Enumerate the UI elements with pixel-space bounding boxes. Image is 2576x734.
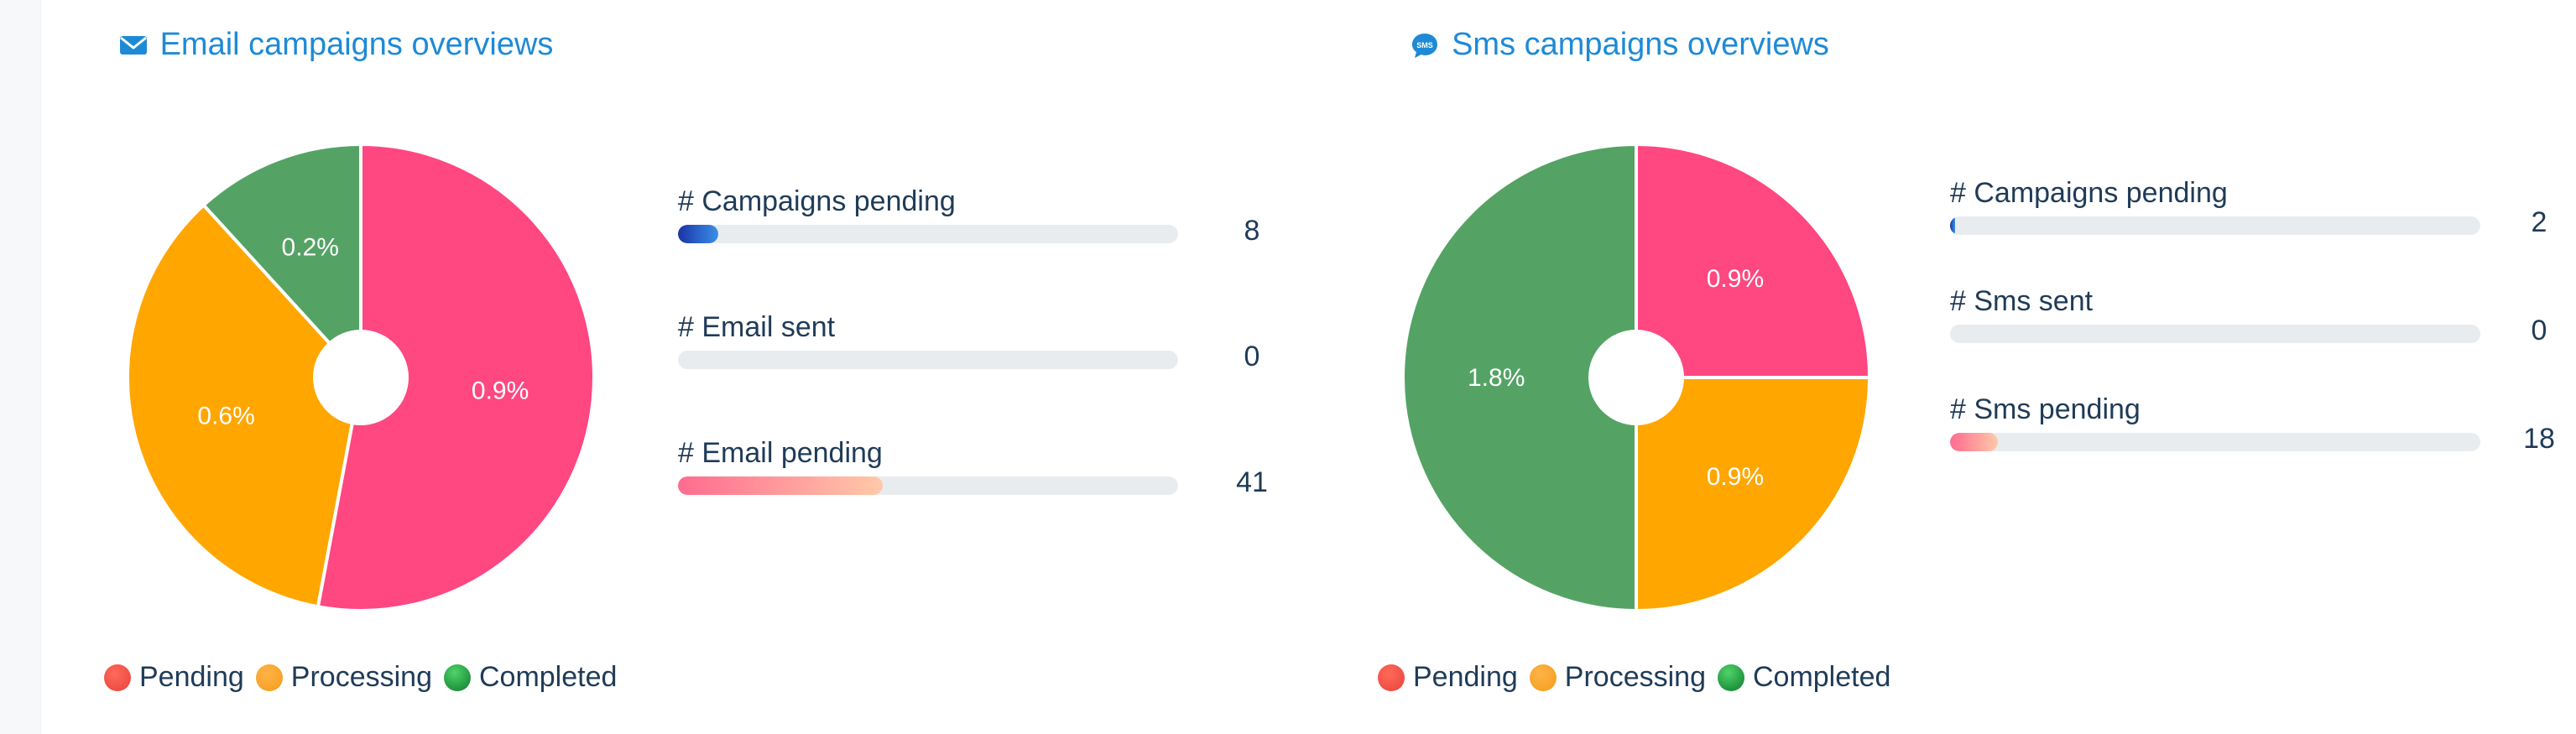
slice-label-processing: 0.6%: [197, 403, 254, 430]
pending-dot-icon: [1378, 664, 1405, 691]
legend-label: Pending: [139, 661, 244, 693]
stat-row: # Email pending 41: [678, 436, 1282, 562]
pie-slice-processing[interactable]: [1635, 376, 1871, 612]
pie-slice-pending[interactable]: [1635, 143, 1871, 379]
pie-slice-pending[interactable]: [315, 143, 596, 612]
stat-label: # Email sent: [678, 311, 836, 343]
sms-bubble-icon: SMS: [1412, 33, 1438, 58]
pending-dot-icon: [104, 664, 131, 691]
stat-value: 41: [1236, 466, 1268, 498]
pie-slice-completed[interactable]: [201, 143, 362, 383]
stat-label: # Sms pending: [1950, 393, 2141, 425]
pie-slice-processing[interactable]: [126, 202, 363, 609]
completed-dot-icon: [1717, 664, 1744, 691]
stat-label: # Campaigns pending: [678, 185, 956, 217]
donut-hole: [313, 330, 409, 425]
email-legend: Pending Processing Completed: [104, 661, 628, 694]
legend-label: Pending: [1413, 661, 1518, 693]
sms-panel-title: SMS Sms campaigns overviews: [1007, 27, 2232, 63]
sms-title-text: Sms campaigns overviews: [1452, 27, 1829, 62]
stat-value: 18: [2523, 423, 2555, 455]
progress-track: [678, 476, 1178, 495]
stat-row: # Campaigns pending 8: [678, 185, 1282, 310]
completed-dot-icon: [443, 664, 471, 691]
envelope-icon: [119, 35, 147, 55]
progress-fill: [678, 225, 718, 243]
legend-label: Processing: [290, 661, 432, 693]
stat-value: 0: [2531, 315, 2547, 346]
stat-row: # Email sent 0: [678, 310, 1282, 436]
legend-label: Completed: [478, 661, 618, 693]
stat-value: 2: [2531, 206, 2547, 238]
stat-label: # Email pending: [678, 437, 883, 469]
left-rail: [0, 0, 41, 734]
stat-value: 8: [1244, 215, 1260, 247]
legend-label: Processing: [1564, 661, 1706, 693]
progress-track: [1950, 433, 2480, 451]
slice-label-completed: 0.2%: [282, 233, 339, 261]
processing-dot-icon: [255, 664, 283, 691]
stat-row: # Sms sent 0: [1950, 284, 2571, 393]
stat-value: 0: [1244, 341, 1260, 372]
legend-item-processing[interactable]: Processing: [1529, 661, 1706, 694]
legend-item-pending[interactable]: Pending: [1378, 661, 1518, 694]
svg-text:SMS: SMS: [1416, 41, 1433, 49]
slice-label-pending: 0.9%: [1707, 265, 1764, 293]
legend-item-processing[interactable]: Processing: [255, 661, 432, 694]
legend-item-completed[interactable]: Completed: [443, 661, 618, 694]
pie-slice-completed[interactable]: [1401, 143, 1638, 612]
stat-row: # Sms pending 18: [1950, 393, 2571, 501]
donut-hole: [1588, 330, 1684, 425]
sms-stats: # Campaigns pending 2 # Sms sent 0 # Sms…: [1950, 176, 2571, 501]
progress-track: [1950, 216, 2480, 235]
progress-fill: [1950, 216, 1956, 235]
legend-label: Completed: [1752, 661, 1891, 693]
slice-label-completed: 1.8%: [1468, 364, 1525, 392]
stat-label: # Sms sent: [1950, 285, 2094, 317]
email-stats: # Campaigns pending 8 # Email sent 0 # E…: [678, 185, 1282, 562]
sms-campaigns-panel: SMS Sms campaigns overviews 0.9% 0.9% 1.8%…: [1343, 0, 2568, 734]
sms-pie-chart: 0.9% 0.9% 1.8%: [1401, 143, 1871, 612]
email-campaigns-panel: Email campaigns overviews 0.9% 0.6% 0.2% #…: [67, 0, 1292, 734]
progress-track: [678, 225, 1178, 243]
email-pie-chart: 0.9% 0.6% 0.2%: [126, 143, 596, 612]
processing-dot-icon: [1529, 664, 1557, 691]
progress-fill: [678, 476, 884, 495]
progress-track: [1950, 325, 2480, 343]
email-panel-title: Email campaigns overviews: [0, 27, 948, 63]
sms-legend: Pending Processing Completed: [1378, 661, 1902, 694]
stat-label: # Campaigns pending: [1950, 177, 2228, 209]
email-title-text: Email campaigns overviews: [159, 27, 554, 62]
stat-row: # Campaigns pending 2: [1950, 176, 2571, 284]
progress-track: [678, 351, 1178, 369]
legend-item-pending[interactable]: Pending: [104, 661, 244, 694]
legend-item-completed[interactable]: Completed: [1717, 661, 1891, 694]
progress-fill: [1950, 433, 1998, 451]
slice-label-processing: 0.9%: [1707, 463, 1764, 491]
slice-label-pending: 0.9%: [472, 377, 529, 404]
